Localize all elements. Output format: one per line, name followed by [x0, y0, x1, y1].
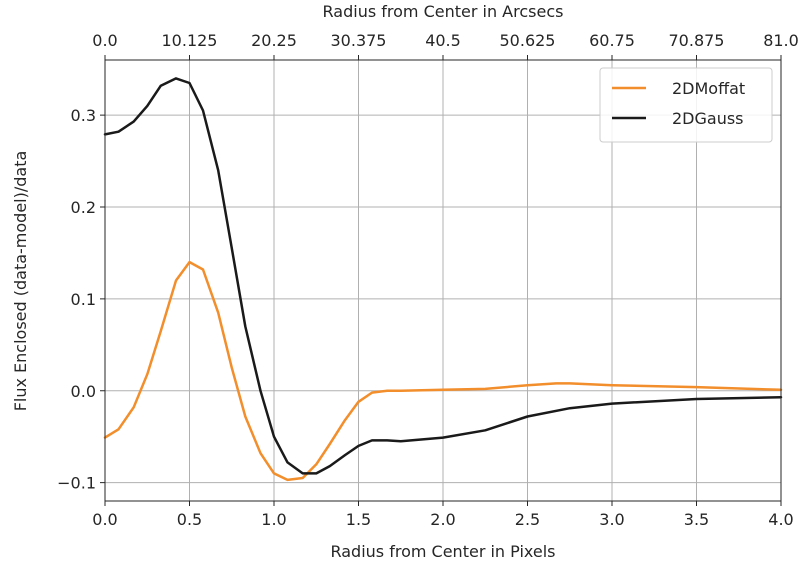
y-tick-label: 0.2 [71, 198, 96, 217]
x-tick-label: 0.5 [177, 510, 202, 529]
x-tick-label: 1.0 [261, 510, 286, 529]
y-tick-label: −0.1 [57, 474, 96, 493]
legend-box [599, 67, 773, 143]
top-tick-label: 70.875 [669, 31, 725, 50]
top-tick-label: 10.125 [162, 31, 218, 50]
top-tick-label: 0.0 [92, 31, 117, 50]
x-tick-label: 3.5 [684, 510, 709, 529]
y-axis-label: Flux Enclosed (data-model)/data [11, 151, 30, 412]
legend: 2DMoffat 2DGauss [599, 67, 773, 143]
y-tick-label: 0.0 [71, 382, 96, 401]
top-tick-label: 81.0 [763, 31, 799, 50]
series-lines [103, 77, 783, 482]
x-axis-ticks: 0.0 0.5 1.0 1.5 2.0 2.5 3.0 3.5 4.0 [92, 501, 794, 529]
x-axis-label: Radius from Center in Pixels [330, 542, 555, 561]
y-tick-label: 0.1 [71, 290, 96, 309]
y-axis-ticks: −0.1 0.0 0.1 0.2 0.3 [57, 106, 105, 493]
x-tick-label: 3.0 [599, 510, 624, 529]
legend-label-2dgauss: 2DGauss [672, 109, 744, 128]
x-tick-label: 1.5 [346, 510, 371, 529]
top-tick-label: 20.25 [251, 31, 297, 50]
series-line-2dgauss [103, 77, 783, 475]
top-tick-label: 30.375 [331, 31, 387, 50]
legend-label-2dmoffat: 2DMoffat [672, 79, 745, 98]
x-tick-label: 2.0 [430, 510, 455, 529]
y-tick-label: 0.3 [71, 106, 96, 125]
top-tick-label: 60.75 [589, 31, 635, 50]
top-axis-ticks: 0.0 10.125 20.25 30.375 40.5 50.625 60.75 70.87… [92, 31, 799, 60]
top-tick-label: 40.5 [425, 31, 461, 50]
top-axis-label: Radius from Center in Arcsecs [323, 2, 564, 21]
x-tick-label: 0.0 [92, 510, 117, 529]
series-line-2dmoffat [103, 260, 783, 482]
x-tick-label: 4.0 [768, 510, 793, 529]
x-tick-label: 2.5 [515, 510, 540, 529]
top-tick-label: 50.625 [500, 31, 556, 50]
